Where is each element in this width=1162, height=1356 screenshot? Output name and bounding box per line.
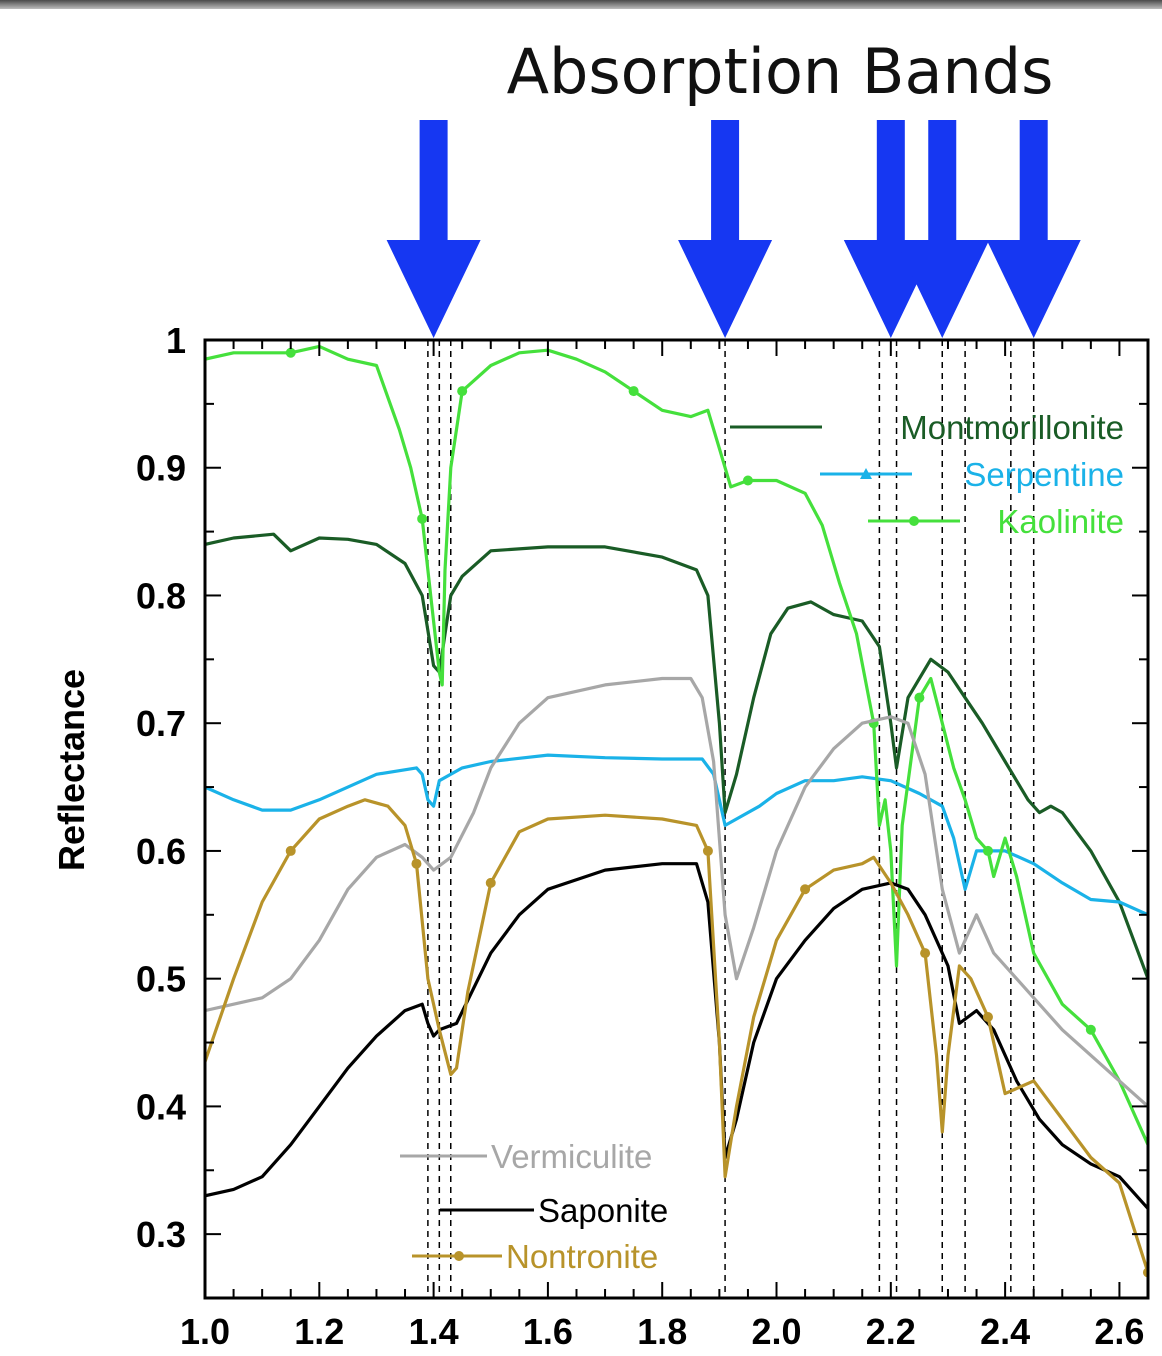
top-border [0,0,1162,9]
y-tick-label: 0.4 [136,1086,186,1127]
series-point [702,845,713,856]
series-line [205,676,1148,1108]
y-tick-label: 0.7 [136,703,186,744]
y-tick-label: 0.5 [136,959,186,1000]
x-tick-label: 2.0 [751,1311,801,1352]
series-point [417,513,428,524]
series-point [800,884,811,895]
legend-label: Nontronite [506,1238,658,1275]
y-tick-label: 0.8 [136,575,186,616]
series-line [205,532,1148,980]
x-tick-label: 1.6 [523,1311,573,1352]
legends: Montmorillonite Serpentine Kaolinite Vermic… [400,409,1124,1275]
series-line [205,862,1148,1210]
series-point [1085,1024,1096,1035]
arrow-icon [843,120,938,338]
arrow-icon [386,120,481,338]
chart-title: Absorption Bands [507,35,1054,108]
arrow-icon [986,120,1081,338]
x-tick-label: 1.4 [409,1311,459,1352]
axis-ticks [204,339,1149,1299]
y-tick-label: 0.6 [136,831,186,872]
x-tick-label: 2.6 [1094,1311,1144,1352]
series-line [205,798,1148,1273]
legend-marker [909,516,919,526]
series-point [411,858,422,869]
series-point [457,386,468,397]
legend-label: Montmorillonite [900,409,1124,446]
legend-marker [860,468,872,479]
legend-label: Vermiculite [491,1138,652,1175]
y-tick-labels: 0.3 0.4 0.5 0.6 0.7 0.8 0.9 1 [136,320,186,1255]
series-point [982,845,993,856]
series-point [742,475,753,486]
legend-label: Saponite [538,1192,668,1229]
y-tick-label: 1 [166,320,186,361]
dashed-band-lines [427,340,1035,1298]
legend-marker [454,1251,464,1261]
series-line [205,344,1148,1146]
y-tick-label: 0.3 [136,1214,186,1255]
series-point [285,347,296,358]
plot-frame [203,338,1150,1300]
series-point [628,386,639,397]
legend-label: Kaolinite [997,503,1124,540]
x-tick-labels: 1.0 1.2 1.4 1.6 1.8 2.0 2.2 2.4 2.6 [180,1311,1144,1352]
series-point [914,692,925,703]
series-point [920,948,931,959]
y-tick-label: 0.9 [136,448,186,489]
legend-label: Serpentine [964,456,1124,493]
x-tick-label: 2.4 [980,1311,1030,1352]
series-point [285,845,296,856]
x-tick-label: 1.0 [180,1311,230,1352]
series-line [205,753,1148,917]
arrow-icon [895,120,990,338]
x-tick-label: 1.8 [637,1311,687,1352]
series-point [982,1011,993,1022]
y-axis-title: Reflectance [51,669,92,871]
x-tick-label: 2.2 [866,1311,916,1352]
series-layer [205,344,1148,1278]
series-point [485,877,496,888]
absorption-band-arrows [386,120,1081,338]
arrow-icon [678,120,773,338]
x-tick-label: 1.2 [294,1311,344,1352]
